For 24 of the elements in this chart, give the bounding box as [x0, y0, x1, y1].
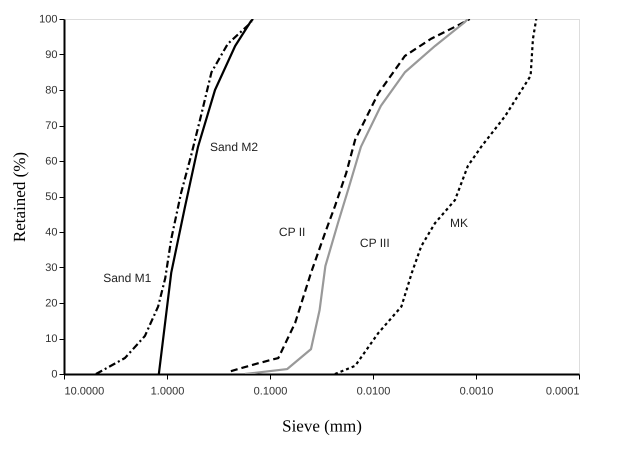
y-tick-label: 90: [45, 49, 58, 61]
y-tick-label: 60: [45, 156, 58, 168]
y-tick-label: 100: [39, 14, 58, 26]
series-label: MK: [450, 216, 468, 230]
series-label: Sand M2: [210, 140, 258, 154]
y-tick-label: 80: [45, 84, 58, 96]
x-tick-label: 0.1000: [254, 386, 288, 398]
y-axis-title: Retained (%): [10, 152, 30, 242]
series-label: CP II: [278, 225, 306, 239]
x-tick-label: 0.0001: [546, 386, 580, 398]
y-tick-label: 50: [45, 191, 58, 203]
x-tick-label: 10.0000: [64, 386, 104, 398]
x-tick-label: 0.0100: [356, 386, 390, 398]
y-tick-label: 30: [45, 262, 58, 274]
y-tick-label: 70: [45, 120, 58, 132]
y-tick-label: 0: [51, 368, 58, 380]
y-tick-label: 40: [45, 226, 58, 238]
y-tick-label: 10: [45, 333, 58, 345]
text: CP III: [360, 236, 390, 250]
y-tick-label: 20: [45, 298, 58, 310]
series-label: Sand M1: [103, 271, 152, 286]
x-tick-label: 0.0010: [460, 386, 494, 398]
x-tick-label: 1.0000: [150, 386, 184, 398]
x-axis-title: Sieve (mm): [282, 416, 362, 436]
